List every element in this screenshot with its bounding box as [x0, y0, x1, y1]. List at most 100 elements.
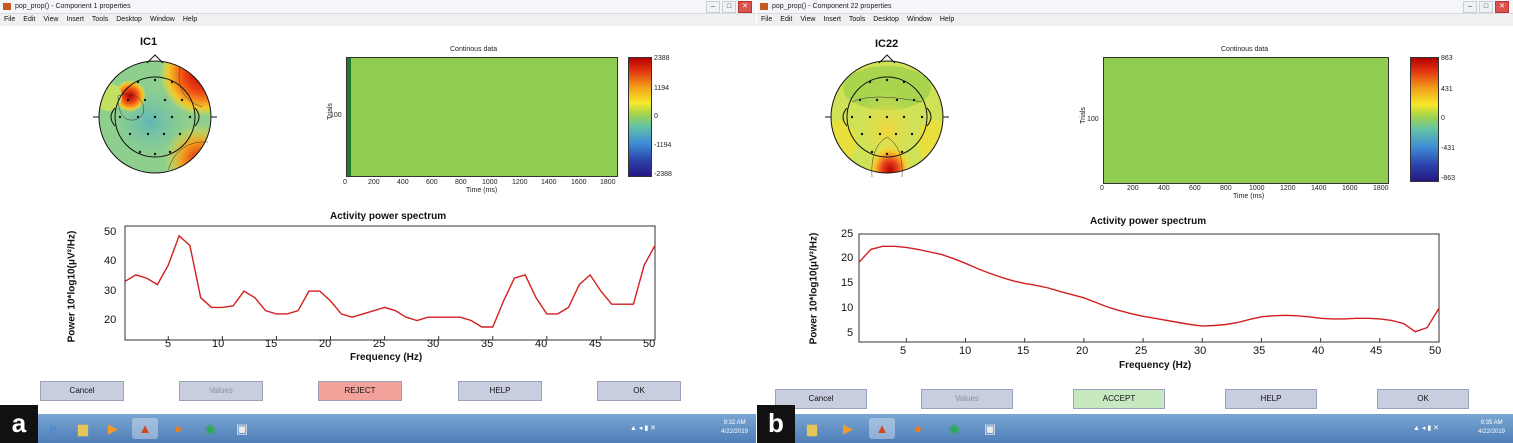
- menu-desktop[interactable]: Desktop: [873, 16, 899, 23]
- spectrum-series-line: [124, 234, 656, 328]
- firefox-icon[interactable]: ●: [174, 421, 182, 436]
- menu-help[interactable]: Help: [939, 16, 955, 23]
- cancel-button[interactable]: Cancel: [40, 381, 124, 401]
- scalp-topography-map: [825, 54, 949, 178]
- menu-edit[interactable]: Edit: [23, 16, 36, 23]
- erp-ylabel: Trials: [1079, 107, 1087, 124]
- colorbar-tick: 1194: [654, 85, 670, 92]
- menu-file[interactable]: File: [761, 16, 773, 23]
- minimize-button[interactable]: –: [706, 1, 720, 13]
- values-button[interactable]: Values: [179, 381, 263, 401]
- system-tray-icons[interactable]: ▲ ◂ ▮ ✕: [1413, 425, 1439, 432]
- spectrum-ytick: 25: [841, 228, 854, 240]
- menu-view[interactable]: View: [800, 16, 816, 23]
- erp-xtick: 1800: [600, 179, 616, 186]
- reject-button[interactable]: REJECT: [318, 381, 402, 401]
- menu-bar: File Edit View Insert Tools Desktop Wind…: [757, 14, 1513, 26]
- menu-file[interactable]: File: [4, 16, 16, 23]
- spectrum-xtick: 35: [481, 338, 494, 350]
- erp-xtick: 1600: [1342, 185, 1358, 192]
- matlab-icon[interactable]: ▲: [132, 418, 158, 439]
- accept-button[interactable]: ACCEPT: [1073, 389, 1165, 409]
- menu-window[interactable]: Window: [906, 16, 932, 23]
- spectrum-xtick: 30: [1194, 345, 1207, 357]
- colorbar-tick: 863: [1441, 55, 1453, 62]
- colorbar-tick: -431: [1441, 145, 1456, 152]
- colorbar-tick: 0: [654, 113, 658, 120]
- menu-insert[interactable]: Insert: [66, 16, 84, 23]
- erp-xtick: 0: [1100, 185, 1104, 192]
- erp-image-title: Continous data: [450, 46, 498, 53]
- erp-xtick: 1000: [1249, 185, 1265, 192]
- chrome-icon[interactable]: ◉: [204, 420, 216, 436]
- menu-help[interactable]: Help: [182, 16, 198, 23]
- menu-desktop[interactable]: Desktop: [116, 16, 142, 23]
- spectrum-xtick: 25: [373, 338, 386, 350]
- values-button[interactable]: Values: [921, 389, 1013, 409]
- erp-xtick: 800: [1220, 185, 1232, 192]
- erp-xtick: 1400: [541, 179, 557, 186]
- erp-xtick: 1600: [571, 179, 587, 186]
- window-app-icon[interactable]: ▣: [235, 420, 249, 436]
- chrome-icon[interactable]: ◉: [948, 420, 960, 436]
- spectrum-plot: [858, 233, 1440, 343]
- window-app-icon[interactable]: ▣: [983, 420, 997, 436]
- spectrum-xtick: 15: [265, 338, 278, 350]
- window-titlebar: pop_prop() - Component 22 properties – □…: [757, 0, 1513, 14]
- spectrum-xtick: 30: [427, 338, 440, 350]
- matlab-icon[interactable]: ▲: [869, 418, 895, 439]
- firefox-icon[interactable]: ●: [914, 421, 922, 436]
- erp-xtick: 600: [426, 179, 438, 186]
- continuous-data-image: [1103, 57, 1389, 184]
- colorbar-tick: -1194: [654, 142, 672, 149]
- menu-window[interactable]: Window: [149, 16, 175, 23]
- clock[interactable]: 9:35 AM 4/22/2019: [1478, 419, 1505, 437]
- ie-icon[interactable]: e: [49, 421, 57, 436]
- spectrum-xlabel: Frequency (Hz): [350, 352, 423, 363]
- clock-date: 4/22/2019: [1478, 429, 1505, 435]
- erp-xtick: 200: [1127, 185, 1139, 192]
- help-button[interactable]: HELP: [1225, 389, 1317, 409]
- spectrum-ytick: 30: [104, 285, 117, 297]
- menu-tools[interactable]: Tools: [91, 16, 109, 23]
- menu-edit[interactable]: Edit: [780, 16, 793, 23]
- help-button[interactable]: HELP: [458, 381, 542, 401]
- ok-button[interactable]: OK: [1377, 389, 1469, 409]
- spectrum-xtick: 45: [1370, 345, 1383, 357]
- erp-xtick: 0: [343, 179, 347, 186]
- ok-button[interactable]: OK: [597, 381, 681, 401]
- clock[interactable]: 9:32 AM 4/22/2019: [721, 419, 748, 437]
- erp-xtick: 400: [1158, 185, 1170, 192]
- close-button[interactable]: ✕: [1495, 1, 1509, 13]
- minimize-button[interactable]: –: [1463, 1, 1477, 13]
- menu-view[interactable]: View: [43, 16, 59, 23]
- window-title: pop_prop() - Component 22 properties: [772, 3, 892, 10]
- spectrum-xtick: 40: [535, 338, 548, 350]
- menu-tools[interactable]: Tools: [848, 16, 866, 23]
- folder-icon[interactable]: ▆: [807, 420, 817, 436]
- media-player-icon[interactable]: ▶: [843, 420, 853, 436]
- erp-image-title: Continous data: [1221, 46, 1269, 53]
- clock-time: 9:35 AM: [1480, 420, 1503, 426]
- close-button[interactable]: ✕: [738, 1, 752, 13]
- system-tray-icons[interactable]: ▲ ◂ ▮ ✕: [630, 425, 656, 432]
- erp-xtick: 1200: [1280, 185, 1296, 192]
- clock-date: 4/22/2019: [721, 429, 748, 435]
- taskbar: e ▆ ▶ ▲ ● ◉ ▣ ▲ ◂ ▮ ✕ 9:35 AM 4/22/2019: [757, 414, 1513, 443]
- erp-xtick: 1800: [1373, 185, 1389, 192]
- spectrum-xtick: 10: [959, 345, 972, 357]
- menu-insert[interactable]: Insert: [823, 16, 841, 23]
- spectrum-ytick: 20: [841, 252, 854, 264]
- spectrum-ytick: 20: [104, 314, 117, 326]
- window-title: pop_prop() - Component 1 properties: [15, 3, 131, 10]
- continuous-data-image: [346, 57, 618, 177]
- plot-frame: [124, 225, 656, 341]
- folder-icon[interactable]: ▆: [78, 420, 88, 436]
- media-player-icon[interactable]: ▶: [108, 420, 118, 436]
- maximize-button[interactable]: □: [1479, 1, 1493, 13]
- erp-ytick: 100: [330, 112, 342, 119]
- spectrum-ytick: 5: [847, 327, 854, 339]
- maximize-button[interactable]: □: [722, 1, 736, 13]
- matlab-window-icon: [760, 3, 768, 10]
- cancel-button[interactable]: Cancel: [775, 389, 867, 409]
